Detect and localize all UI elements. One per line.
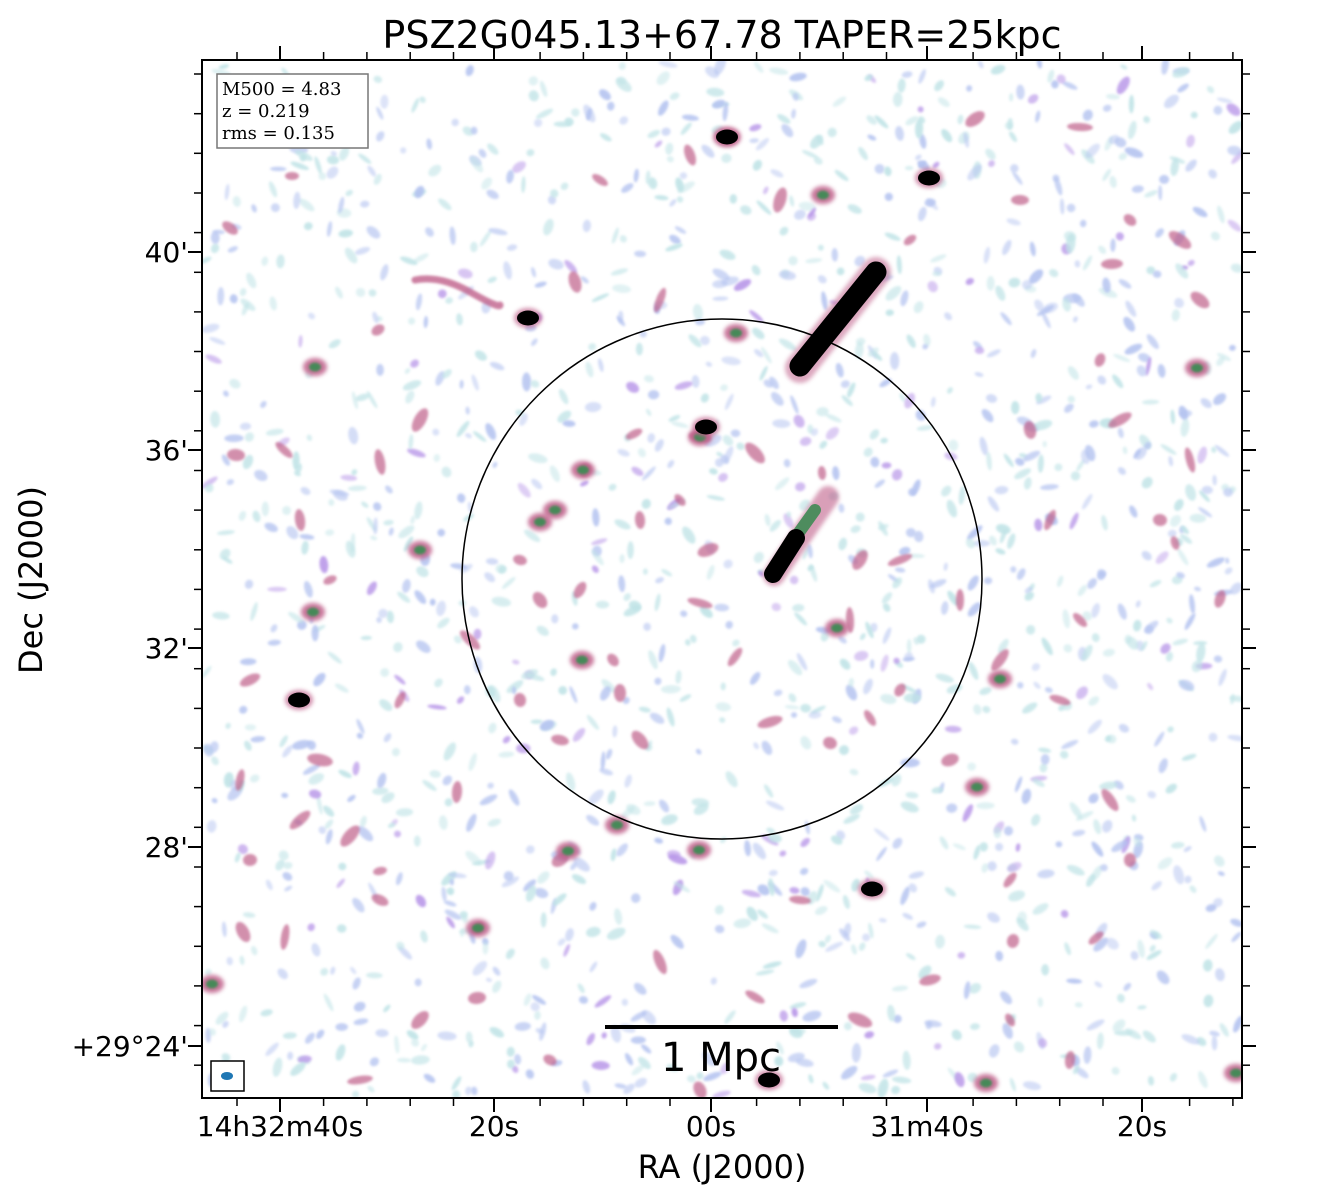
- noise-blob: [394, 831, 401, 838]
- map-background: [202, 60, 1242, 1098]
- noise-blob: [262, 502, 269, 517]
- y-tick-label: 36': [145, 434, 188, 467]
- source-core: [534, 518, 546, 527]
- info-redshift: z = 0.219: [222, 101, 310, 122]
- beam-indicator: [211, 1061, 244, 1091]
- noise-blob: [994, 827, 1002, 838]
- x-tick-label: 20s: [1117, 1110, 1167, 1143]
- faint-source: [285, 172, 299, 180]
- y-tick-label: 40': [145, 236, 188, 269]
- source-core: [309, 363, 321, 372]
- y-tick-label: +29°24': [72, 1030, 188, 1063]
- source-core: [994, 675, 1006, 684]
- faint-source: [956, 589, 964, 611]
- bright-source: [695, 420, 717, 435]
- x-tick-label: 31m40s: [870, 1110, 983, 1143]
- source-core: [562, 847, 574, 856]
- bright-source: [517, 311, 539, 326]
- source-core: [831, 624, 843, 633]
- noise-blob: [870, 659, 874, 669]
- noise-blob: [267, 587, 287, 592]
- info-m500: M500 = 4.83: [222, 79, 341, 100]
- noise-blob: [400, 147, 406, 153]
- source-core: [472, 924, 484, 933]
- source-core: [730, 329, 742, 338]
- y-tick-label: 28': [145, 831, 188, 864]
- source-core: [611, 821, 623, 830]
- noise-blob: [907, 639, 912, 654]
- noise-blob: [311, 625, 318, 641]
- beam-ellipse: [221, 1072, 233, 1080]
- noise-blob: [973, 540, 990, 547]
- y-tick-label: 32': [145, 632, 188, 665]
- y-axis-label: Dec (J2000): [12, 486, 50, 674]
- source-core: [549, 506, 561, 515]
- bright-source: [918, 171, 940, 186]
- bright-source: [716, 130, 738, 145]
- x-tick-label: 14h32m40s: [197, 1110, 364, 1143]
- source-core: [577, 466, 589, 475]
- source-core: [817, 191, 829, 200]
- scale-bar-label: 1 Mpc: [661, 1035, 781, 1081]
- source-core: [971, 783, 983, 792]
- x-axis-label: RA (J2000): [638, 1148, 807, 1186]
- x-tick-label: 20s: [469, 1110, 519, 1143]
- x-tick-label: 00s: [686, 1110, 736, 1143]
- info-box: M500 = 4.83 z = 0.219 rms = 0.135: [217, 74, 368, 148]
- bright-source: [861, 882, 883, 897]
- source-core: [206, 980, 218, 989]
- noise-blob: [905, 166, 913, 170]
- noise-blob: [636, 343, 643, 356]
- y-tick-labels: 40' 36' 32' 28' +29°24': [72, 236, 188, 1063]
- source-core: [693, 846, 705, 855]
- info-rms: rms = 0.135: [222, 123, 335, 144]
- source-core: [576, 656, 588, 665]
- noise-blob: [1011, 401, 1019, 414]
- source-core: [414, 546, 426, 555]
- x-tick-labels: 14h32m40s 20s 00s 31m40s 20s: [197, 1110, 1167, 1143]
- source-core: [1191, 364, 1203, 373]
- source-core: [1230, 1069, 1242, 1078]
- chart-title: PSZ2G045.13+67.78 TAPER=25kpc: [382, 13, 1061, 57]
- noise-blob: [245, 724, 256, 730]
- noise-blob: [551, 614, 558, 623]
- source-core: [980, 1079, 992, 1088]
- map-area: [199, 55, 1248, 1101]
- source-core: [307, 608, 319, 617]
- bright-source: [288, 693, 310, 708]
